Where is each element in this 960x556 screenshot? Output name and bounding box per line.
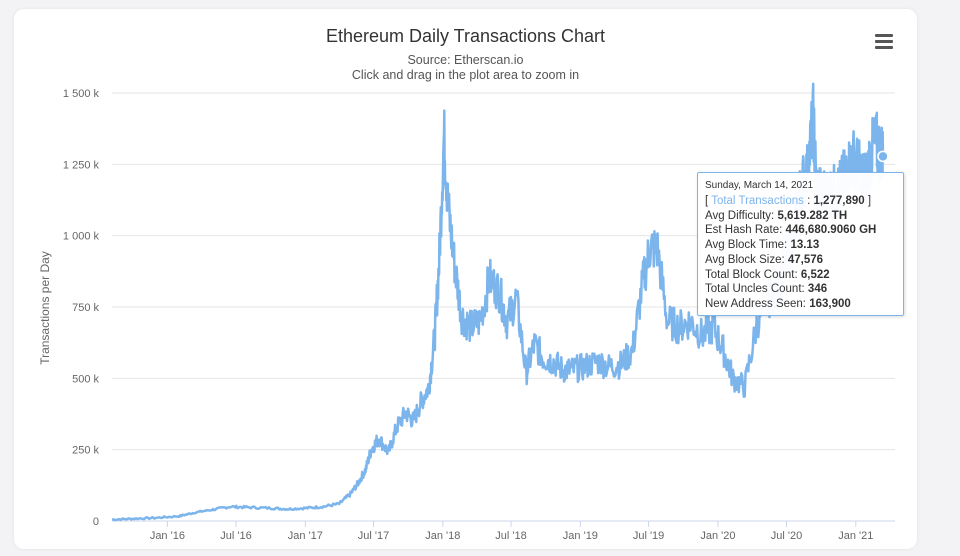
tooltip-label: Est Hash Rate: (705, 224, 786, 237)
tooltip-value: 346 (807, 283, 828, 296)
tooltip-label: Total Block Count: (705, 268, 801, 281)
tooltip-label: Avg Block Size: (705, 253, 788, 266)
tooltip-row: Avg Block Time: 13.13 (705, 238, 896, 253)
tooltip-label: Avg Block Time: (705, 239, 791, 252)
tooltip-row: Total Block Count: 6,522 (705, 268, 896, 283)
tooltip-series-sep: : (803, 195, 814, 207)
x-tick-label: Jul '19 (633, 530, 664, 542)
y-tick-label: 1 500 k (63, 88, 100, 100)
y-tick-label: 250 k (72, 445, 99, 457)
tooltip-label: Total Uncles Count: (705, 283, 808, 296)
chart-subtitle-source: Source: Etherscan.io (407, 53, 524, 67)
x-tick-label: Jan '17 (288, 530, 323, 542)
tooltip-series-value: 1,277,890 (813, 195, 865, 207)
chart-title: Ethereum Daily Transactions Chart (325, 26, 606, 46)
x-tick-label: Jan '16 (150, 530, 185, 542)
tooltip-label: New Address Seen: (705, 297, 810, 310)
hamburger-menu-icon-bar (875, 40, 893, 43)
x-tick-label: Jul '18 (495, 530, 526, 542)
y-tick-label: 500 k (72, 373, 99, 385)
y-tick-label: 750 k (72, 302, 99, 314)
x-tick-label: Jan '21 (838, 530, 873, 542)
data-tooltip: Sunday, March 14, 2021 [ Total Transacti… (697, 172, 904, 316)
tooltip-bracket-open: [ (705, 195, 712, 207)
y-tick-label: 1 250 k (63, 159, 100, 171)
tooltip-value: 6,522 (800, 268, 830, 281)
x-tick-label: Jul '20 (771, 530, 802, 542)
x-tick-label: Jan '20 (700, 530, 735, 542)
highlight-point-marker (877, 150, 889, 163)
x-axis-ticks: Jan '16 Jul '16 Jan '17 Jul '17 Jan '18 Jul '… (150, 521, 873, 542)
tooltip-date: Sunday, March 14, 2021 (705, 180, 814, 191)
tooltip-value: 47,576 (787, 253, 824, 266)
y-axis-ticks: 0 250 k 500 k 750 k 1 000 k 1 250 k 1 500 k (63, 88, 100, 528)
tooltip-row: Avg Difficulty: 5,619.282 TH (705, 209, 896, 224)
y-axis-label: Transactions per Day (38, 251, 52, 365)
tooltip-series-row: [ Total Transactions : 1,277,890 ] (705, 194, 896, 209)
tooltip-series-name: Total Transactions (711, 195, 804, 207)
tooltip-bracket-close: ] (864, 195, 872, 207)
x-tick-label: Jul '16 (220, 530, 251, 542)
x-tick-label: Jan '19 (563, 530, 598, 542)
series-line-total-transactions (111, 82, 885, 522)
tooltip-label: Avg Difficulty: (705, 209, 778, 222)
tooltip-row: Avg Block Size: 47,576 (705, 253, 896, 268)
tooltip-value: 13.13 (790, 239, 820, 252)
tooltip-row: New Address Seen: 163,900 (705, 297, 896, 312)
hamburger-menu-icon (875, 34, 893, 37)
chart-context-menu-button[interactable] (872, 30, 896, 52)
y-tick-label: 0 (93, 516, 99, 528)
tooltip-value: 163,900 (809, 297, 851, 310)
chart-subtitle-zoom-hint: Click and drag in the plot area to zoom … (351, 68, 580, 82)
y-tick-label: 1 000 k (63, 231, 100, 243)
tooltip-value: 446,680.9060 GH (785, 224, 877, 237)
tooltip-row: Est Hash Rate: 446,680.9060 GH (705, 223, 896, 238)
tooltip-value: 5,619.282 TH (777, 209, 848, 222)
x-tick-label: Jan '18 (425, 530, 460, 542)
hamburger-menu-icon-bar (875, 46, 893, 49)
x-tick-label: Jul '17 (358, 530, 389, 542)
tooltip-row: Total Uncles Count: 346 (705, 282, 896, 297)
